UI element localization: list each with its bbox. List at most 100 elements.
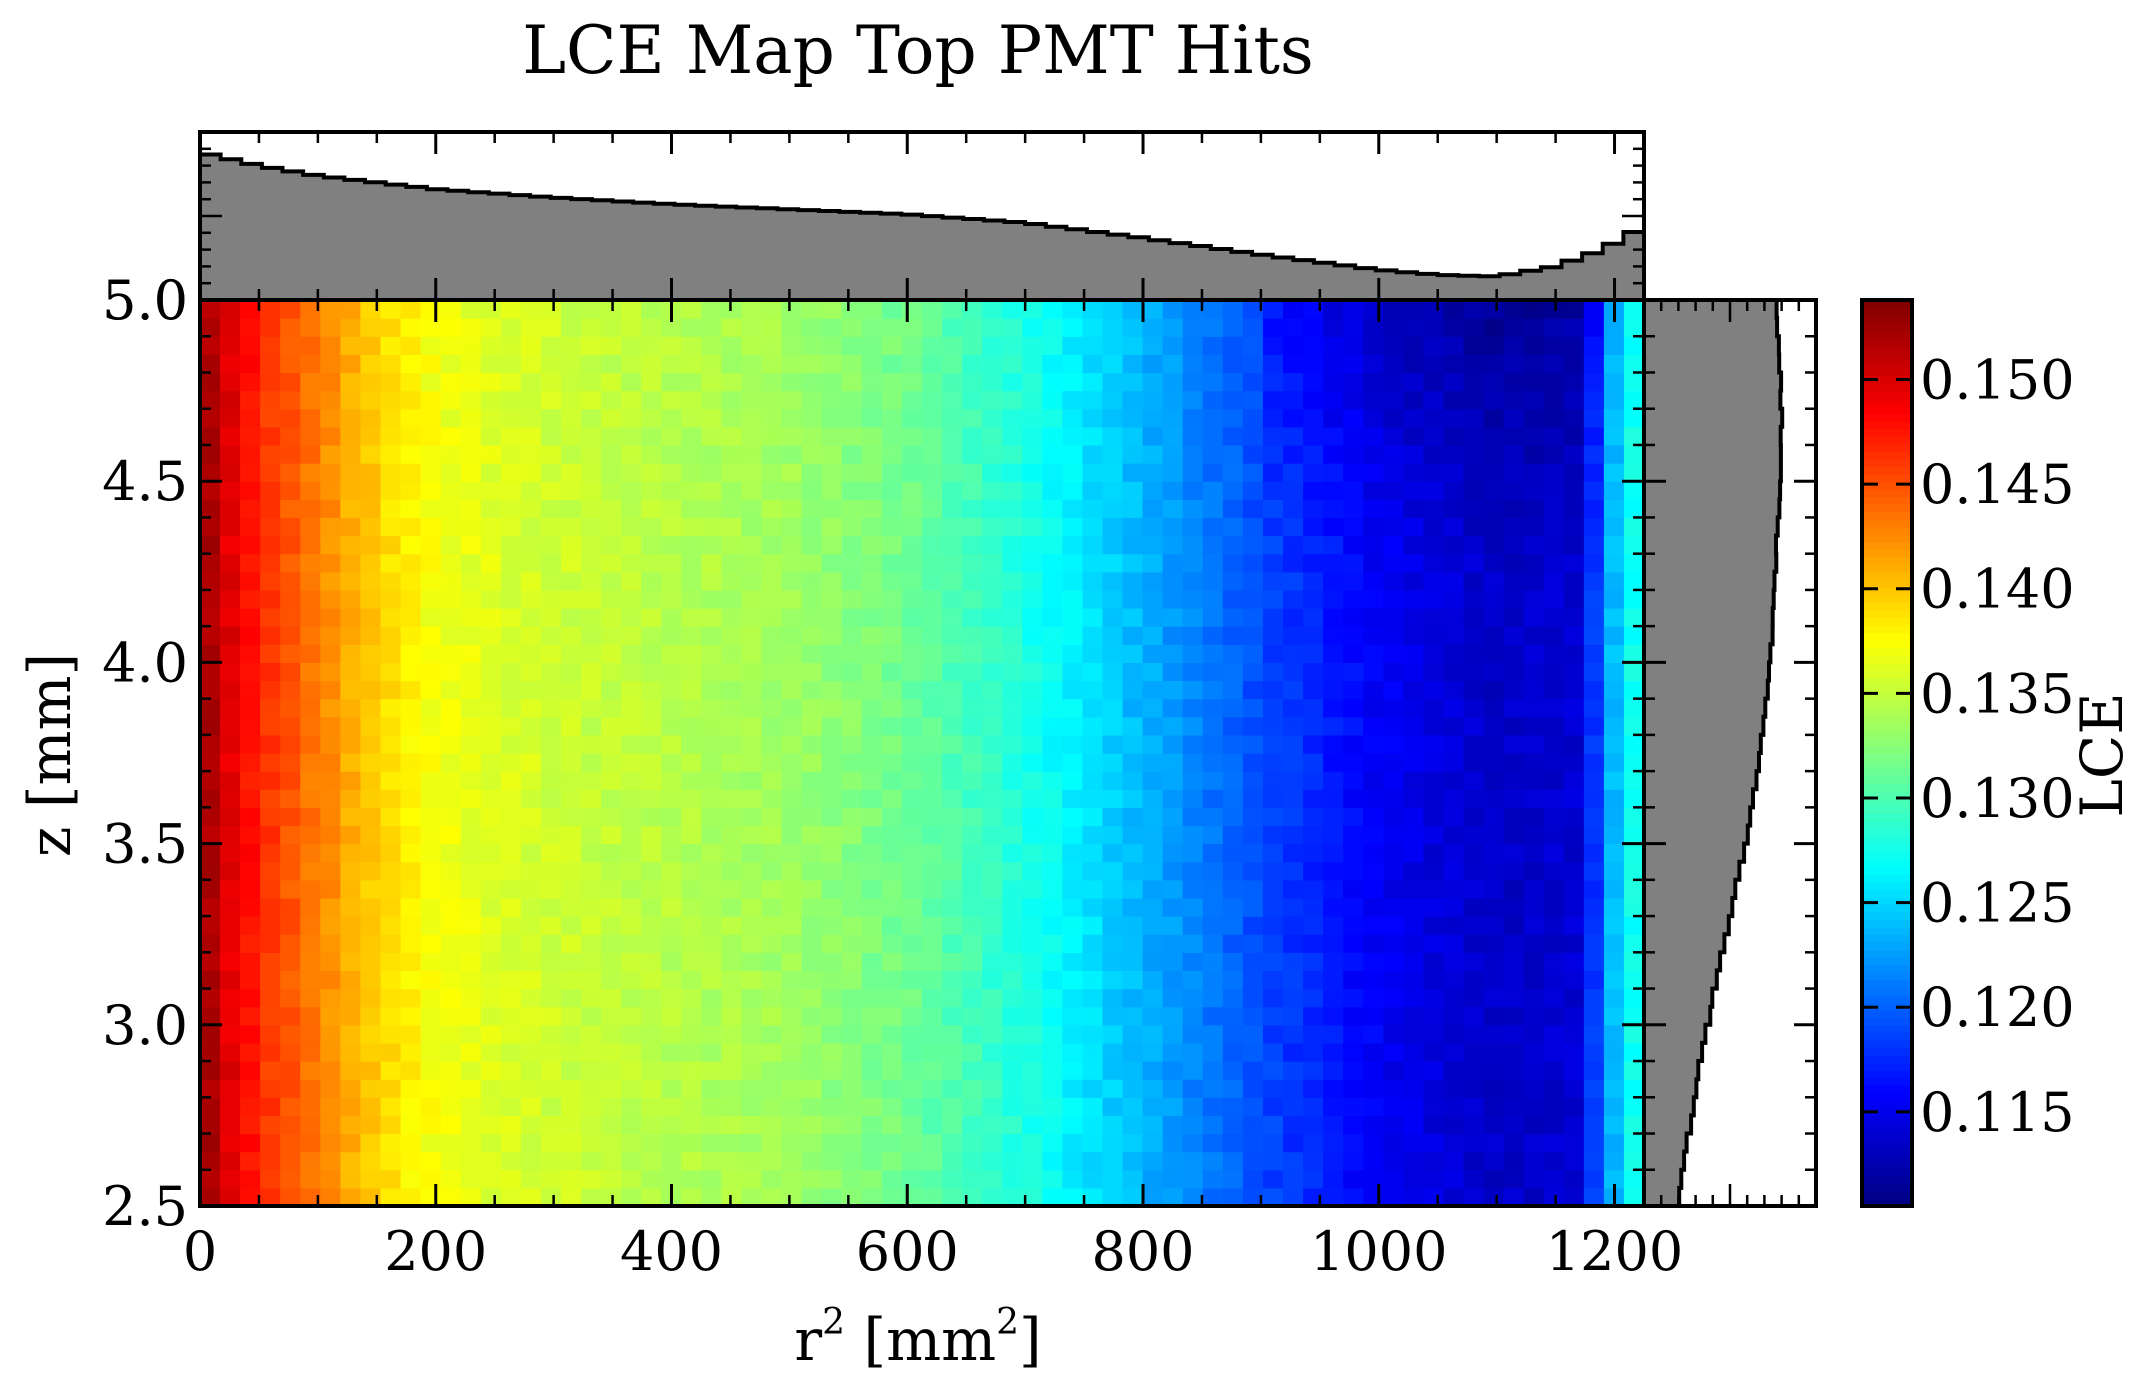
heatmap-cell [1503, 825, 1525, 845]
heatmap-cell [1363, 444, 1384, 464]
heatmap-cell [701, 408, 723, 428]
heatmap-cell [922, 807, 943, 827]
heatmap-cell [1323, 1079, 1344, 1098]
heatmap-cell [1383, 970, 1404, 990]
heatmap-cell [1242, 1042, 1264, 1062]
heatmap-cell [701, 1097, 723, 1116]
heatmap-cell [380, 825, 402, 845]
heatmap-cell [1262, 716, 1284, 736]
heatmap-cell [1563, 734, 1585, 754]
heatmap-cell [1062, 336, 1084, 355]
heatmap-cell [821, 390, 843, 410]
heatmap-cell [480, 1024, 502, 1044]
heatmap-cell [1543, 716, 1565, 736]
heatmap-cell [561, 698, 582, 718]
heatmap-cell [260, 1006, 281, 1026]
heatmap-cell [540, 879, 562, 899]
heatmap-cell [881, 734, 903, 754]
heatmap-cell [1603, 426, 1625, 446]
heatmap-cell [1583, 753, 1605, 772]
heatmap-cell [220, 716, 241, 736]
heatmap-cell [1042, 843, 1063, 863]
heatmap-cell [1283, 734, 1304, 754]
heatmap-cell [1002, 662, 1023, 682]
heatmap-cell [621, 1133, 642, 1153]
heatmap-cell [982, 1042, 1003, 1062]
heatmap-cell [220, 426, 241, 446]
heatmap-cell [1202, 934, 1224, 953]
heatmap-cell [1483, 916, 1505, 935]
heatmap-cell [1222, 336, 1244, 355]
heatmap-cell [1242, 1151, 1264, 1171]
heatmap-cell [320, 662, 341, 682]
heatmap-cell [841, 571, 863, 591]
heatmap-cell [621, 789, 642, 808]
heatmap-cell [1343, 934, 1364, 953]
heatmap-cell [1002, 426, 1023, 446]
heatmap-cell [861, 1097, 883, 1116]
heatmap-cell [220, 408, 241, 428]
heatmap-cell [200, 988, 221, 1008]
heatmap-cell [480, 390, 502, 410]
heatmap-cell [440, 644, 462, 663]
heatmap-cell [1483, 698, 1505, 718]
heatmap-cell [681, 1042, 702, 1062]
heatmap-cell [1403, 571, 1424, 591]
colorbar-segment [1862, 473, 1912, 482]
heatmap-cell [1002, 1097, 1023, 1116]
heatmap-cell [1623, 1151, 1645, 1171]
heatmap-cell [741, 1133, 763, 1153]
heatmap-cell [1503, 1097, 1525, 1116]
heatmap-cell [1042, 300, 1063, 319]
heatmap-cell [1022, 372, 1043, 392]
heatmap-cell [1202, 571, 1224, 591]
heatmap-cell [1142, 1079, 1164, 1098]
heatmap-cell [500, 1061, 522, 1080]
heatmap-cell [1002, 753, 1023, 772]
heatmap-cell [400, 390, 422, 410]
heatmap-cell [982, 1079, 1003, 1098]
heatmap-cell [1062, 897, 1084, 917]
heatmap-cell [741, 1042, 763, 1062]
heatmap-cell [942, 1006, 963, 1026]
heatmap-cell [621, 934, 642, 953]
heatmap-cell [1042, 662, 1063, 682]
heatmap-cell [1303, 807, 1324, 827]
heatmap-cell [1383, 372, 1404, 392]
heatmap-cell [641, 771, 662, 790]
heatmap-cell [500, 444, 522, 464]
heatmap-cell [741, 825, 763, 845]
heatmap-cell [1383, 753, 1404, 772]
heatmap-cell [1543, 408, 1565, 428]
heatmap-cell [781, 626, 803, 645]
heatmap-cell [661, 626, 682, 645]
heatmap-cell [1242, 1169, 1264, 1189]
heatmap-cell [621, 716, 642, 736]
heatmap-cell [1483, 1079, 1505, 1098]
heatmap-cell [540, 1024, 562, 1044]
heatmap-cell [841, 807, 863, 827]
heatmap-cell [400, 408, 422, 428]
heatmap-cell [761, 444, 783, 464]
heatmap-cell [681, 300, 702, 319]
heatmap-cell [1102, 861, 1124, 881]
heatmap-cell [1142, 825, 1164, 845]
heatmap-cell [200, 879, 221, 899]
heatmap-cell [360, 1042, 382, 1062]
heatmap-cell [1463, 952, 1485, 972]
heatmap-cell [380, 463, 402, 482]
heatmap-cell [500, 318, 522, 337]
heatmap-cell [641, 1006, 662, 1026]
heatmap-cell [1343, 680, 1364, 700]
heatmap-cell [500, 300, 522, 319]
heatmap-cell [881, 608, 903, 627]
heatmap-cell [561, 408, 582, 428]
heatmap-cell [1363, 807, 1384, 827]
heatmap-cell [340, 970, 362, 990]
heatmap-cell [881, 843, 903, 863]
heatmap-cell [661, 372, 682, 392]
heatmap-cell [1122, 807, 1144, 827]
heatmap-cell [360, 1097, 382, 1116]
heatmap-cell [1383, 934, 1404, 953]
heatmap-cell [1242, 426, 1264, 446]
